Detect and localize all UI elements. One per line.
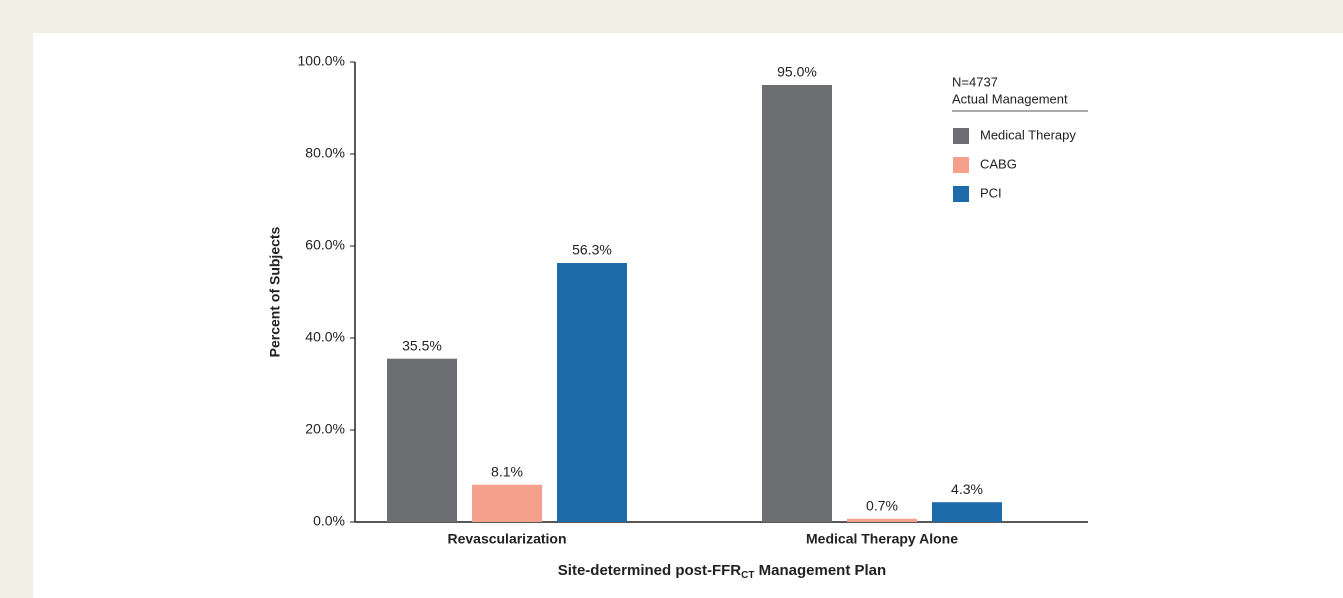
x-tick-label: Medical Therapy Alone	[806, 531, 958, 547]
bar	[932, 502, 1002, 522]
value-label: 8.1%	[491, 463, 523, 479]
value-label: 0.7%	[866, 497, 898, 513]
x-tick-label: Revascularization	[447, 531, 566, 547]
x-axis-title-after: Management Plan	[754, 562, 886, 579]
legend-title: Actual Management	[952, 91, 1068, 106]
y-tick-label: 0.0%	[313, 513, 345, 529]
bar	[557, 263, 627, 522]
y-tick-label: 20.0%	[305, 421, 345, 437]
value-label: 95.0%	[777, 64, 817, 80]
legend-title: N=4737	[952, 74, 998, 89]
legend-label: Medical Therapy	[980, 127, 1076, 142]
value-label: 4.3%	[951, 481, 983, 497]
y-tick-label: 80.0%	[305, 145, 345, 161]
y-tick-label: 100.0%	[298, 53, 345, 69]
legend-swatch	[953, 157, 969, 173]
legend-label: PCI	[980, 185, 1002, 200]
y-tick-label: 60.0%	[305, 237, 345, 253]
value-label: 56.3%	[572, 242, 612, 258]
legend-swatch	[953, 186, 969, 202]
bar	[847, 518, 917, 522]
legend-label: CABG	[980, 156, 1017, 171]
bar	[762, 85, 832, 522]
panel	[33, 33, 1343, 598]
x-axis-title-main: Site-determined post-FFR	[558, 562, 742, 579]
y-tick-label: 40.0%	[305, 329, 345, 345]
bar	[387, 358, 457, 522]
bar	[472, 484, 542, 522]
legend-swatch	[953, 128, 969, 144]
value-label: 35.5%	[402, 337, 442, 353]
x-axis-title: Site-determined post-FFRCT Management Pl…	[558, 562, 886, 581]
y-axis-title: Percent of Subjects	[267, 226, 283, 357]
x-axis-title-sub: CT	[741, 570, 754, 581]
